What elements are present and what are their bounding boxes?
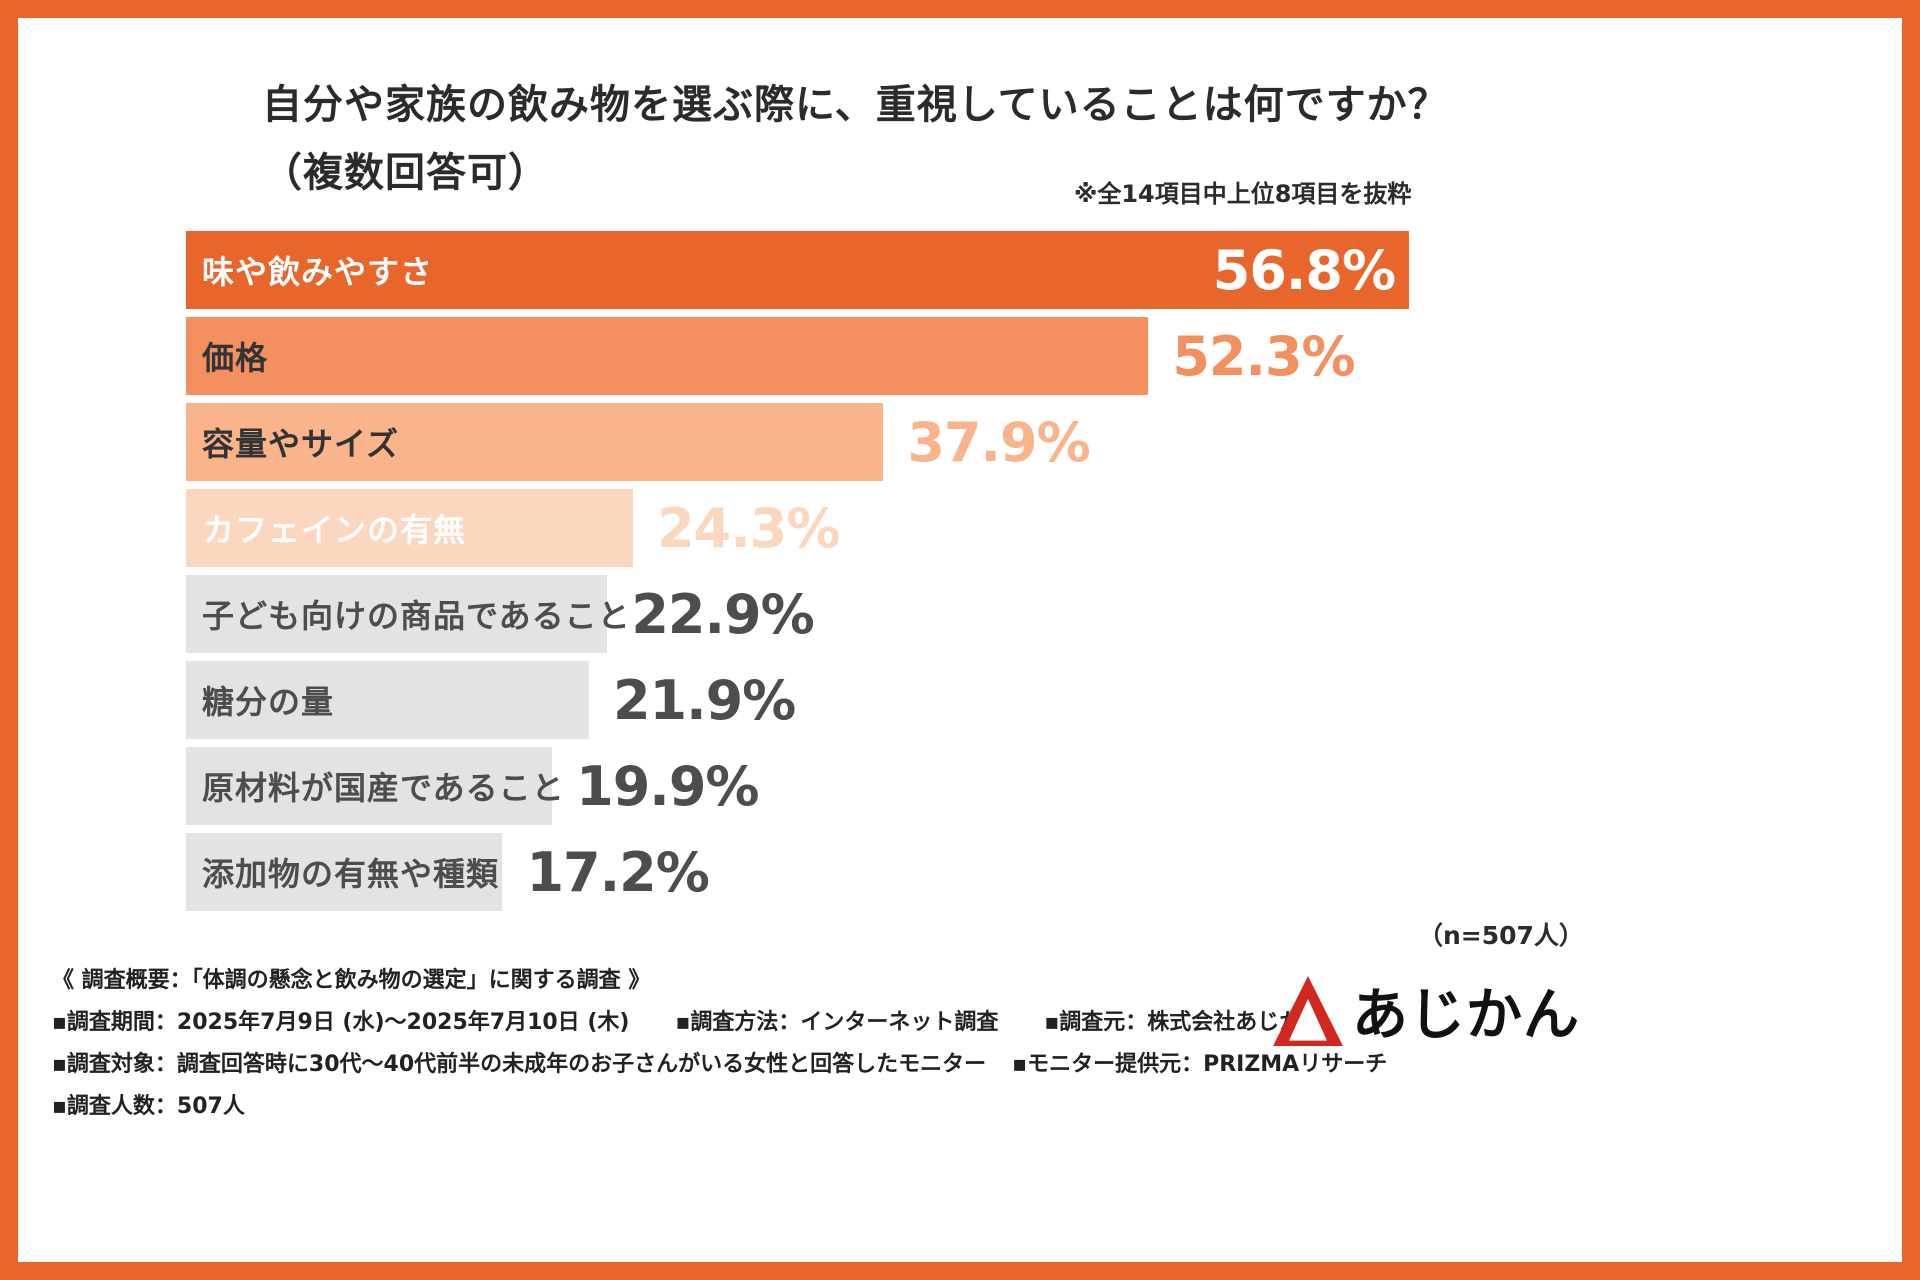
survey-overview-line2: ▪調査期間：2025年7月9日 (水)〜2025年7月10日 (木) ▪調査方法… xyxy=(52,1004,1387,1036)
bar-value-inside: 56.8% xyxy=(1212,238,1396,302)
bar-chart: 味や飲みやすさ 56.8% 価格 52.3% 容量やサイズ 37.9% カフェイ… xyxy=(186,231,1786,919)
bar-label: 添加物の有無や種類 xyxy=(202,855,500,893)
chart-title: 自分や家族の飲み物を選ぶ際に、重視していることは何ですか？ （複数回答可） xyxy=(262,82,1449,196)
bar: 添加物の有無や種類 xyxy=(186,833,503,911)
survey-overview-line4: ▪調査人数：507人 xyxy=(52,1088,1387,1120)
bar-row: 価格 52.3% xyxy=(186,317,1786,395)
bar-row: 味や飲みやすさ 56.8% xyxy=(186,231,1786,309)
sample-size-note: （n=507人） xyxy=(1418,921,1584,950)
bar-value: 17.2% xyxy=(526,840,709,904)
bar-label: 味や飲みやすさ xyxy=(202,253,434,291)
chart-title-line2: （複数回答可） xyxy=(262,150,549,196)
bar: 子ども向けの商品であること xyxy=(186,575,630,653)
survey-respondents: ▪調査人数：507人 xyxy=(52,1094,245,1119)
survey-overview-title: 《 調査概要：「体調の懸念と飲み物の選定」に関する調査 》 xyxy=(52,968,651,993)
bar-label: 糖分の量 xyxy=(202,683,335,721)
bar-value: 22.9% xyxy=(631,582,814,646)
bar-row: 添加物の有無や種類 17.2% xyxy=(186,833,1786,911)
bar-label: 原材料が国産であること xyxy=(202,769,565,807)
bar-value: 19.9% xyxy=(576,754,759,818)
bar-label: 価格 xyxy=(202,339,269,377)
bar-row: 糖分の量 21.9% xyxy=(186,661,1786,739)
bar: 糖分の量 xyxy=(186,661,589,739)
bar-value: 24.3% xyxy=(657,496,840,560)
survey-period: ▪調査期間：2025年7月9日 (水)〜2025年7月10日 (木) xyxy=(52,1010,630,1035)
bar-row: カフェインの有無 24.3% xyxy=(186,489,1786,567)
bar-row: 容量やサイズ 37.9% xyxy=(186,403,1786,481)
bar-value: 52.3% xyxy=(1172,324,1355,388)
bar-value: 37.9% xyxy=(907,410,1090,474)
survey-overview: 《 調査概要：「体調の懸念と飲み物の選定」に関する調査 》 ▪調査期間：2025… xyxy=(52,962,1387,1130)
bar-row: 原材料が国産であること 19.9% xyxy=(186,747,1786,825)
bar-label: 子ども向けの商品であること xyxy=(202,597,631,635)
survey-target: ▪調査対象：調査回答時に30代〜40代前半の未成年のお子さんがいる女性と回答した… xyxy=(52,1052,987,1077)
bar: カフェインの有無 xyxy=(186,489,634,567)
survey-source: ▪調査元：株式会社あじかん xyxy=(1044,1010,1324,1035)
bar: 味や飲みやすさ 56.8% xyxy=(186,231,1410,309)
chart-title-line1: 自分や家族の飲み物を選ぶ際に、重視していることは何ですか？ xyxy=(262,82,1449,128)
survey-overview-line3: ▪調査対象：調査回答時に30代〜40代前半の未成年のお子さんがいる女性と回答した… xyxy=(52,1046,1387,1078)
bar-row: 子ども向けの商品であること 22.9% xyxy=(186,575,1786,653)
bar: 容量やサイズ xyxy=(186,403,884,481)
ajikan-logo-text: あじかん xyxy=(1352,983,1580,1048)
bar-label: カフェインの有無 xyxy=(202,511,467,549)
survey-method: ▪調査方法：インターネット調査 xyxy=(675,1010,999,1035)
ajikan-logo-mark xyxy=(1273,975,1343,1046)
ajikan-logo: あじかん xyxy=(1270,970,1580,1051)
bar: 原材料が国産であること xyxy=(186,747,564,825)
bar: 価格 xyxy=(186,317,1149,395)
bar-label: 容量やサイズ xyxy=(202,425,400,463)
excerpt-note: ※全14項目中上位8項目を抜粋 xyxy=(1074,180,1412,208)
survey-monitor-provider: ▪モニター提供元：PRIZMAリサーチ xyxy=(1012,1052,1388,1077)
bar-value: 21.9% xyxy=(612,668,796,732)
